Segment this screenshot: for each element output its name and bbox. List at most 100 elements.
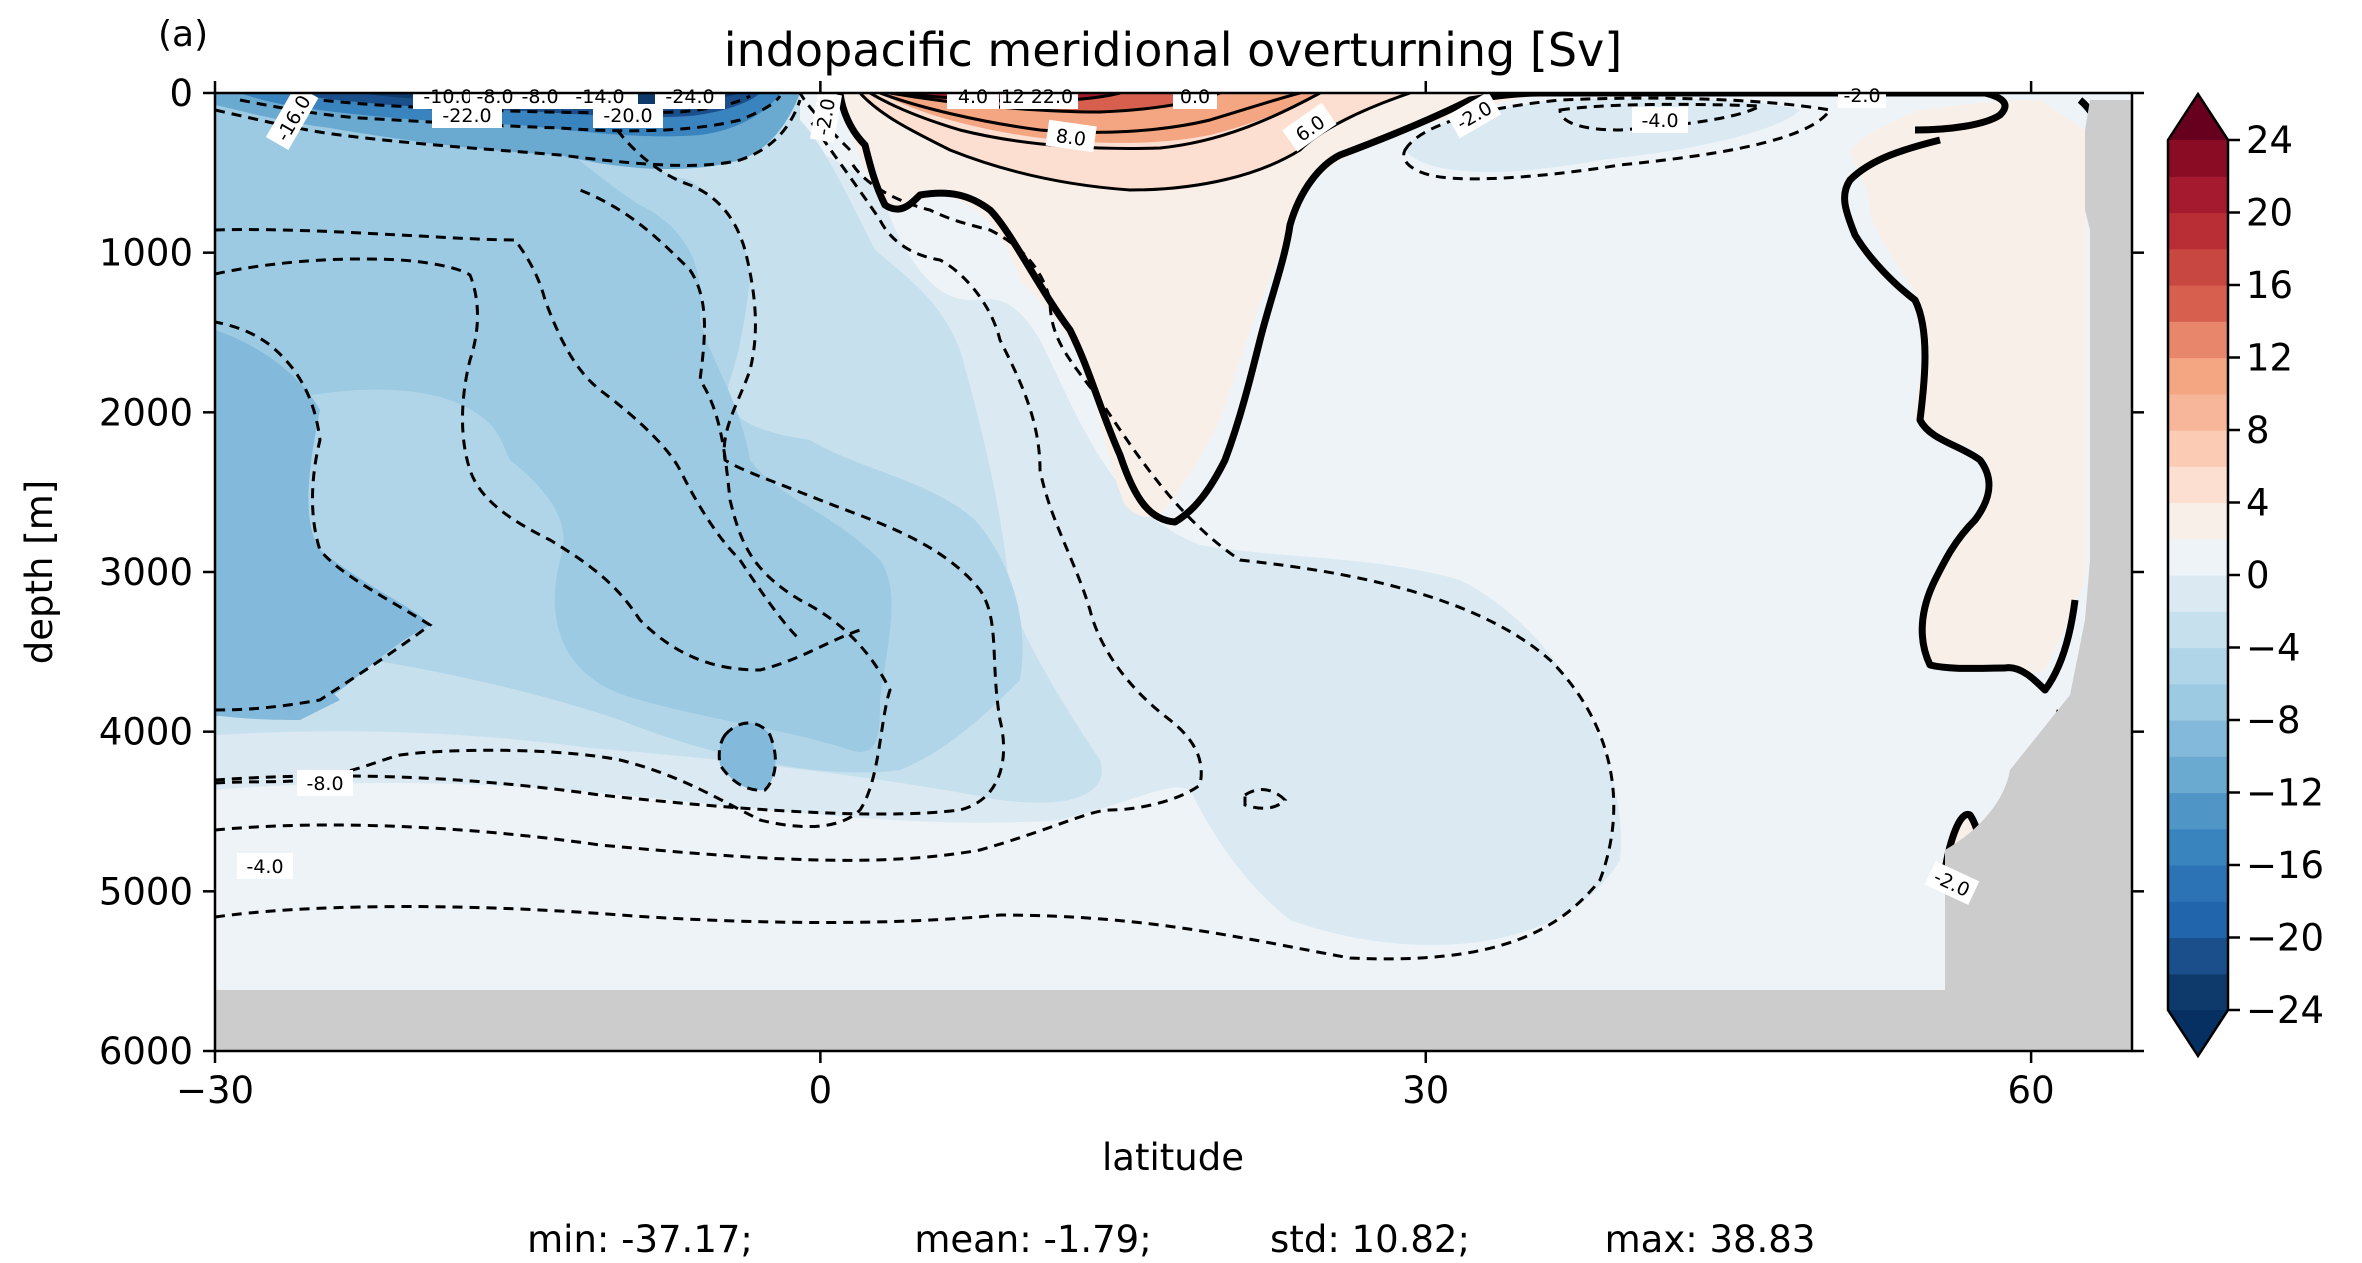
contour-north-minus-2 bbox=[1402, 96, 1833, 181]
colorbar-tick-label: −8 bbox=[2246, 699, 2301, 742]
colorbar-extend-over bbox=[2168, 94, 2228, 140]
contour-label: 4.0 bbox=[958, 86, 988, 108]
y-tick-label: 4000 bbox=[99, 711, 193, 754]
contour-label: -24.0 bbox=[665, 86, 714, 108]
colorbar-segment bbox=[2168, 720, 2228, 757]
positive-cell-zero bbox=[840, 93, 1540, 517]
zero-contour-main bbox=[836, 93, 1541, 526]
colorbar-segment bbox=[2168, 321, 2228, 359]
colorbar-segment bbox=[2168, 756, 2228, 794]
contour-minus-2 bbox=[215, 159, 1616, 961]
colorbar: 24 20 16 12 8 4 0 −4 −8 −12 −16 −20 −24 bbox=[2166, 91, 2324, 1059]
stat-max: max: 38.83 bbox=[1605, 1218, 1816, 1261]
contour-north-minus-4 bbox=[1558, 102, 1766, 132]
colorbar-segment bbox=[2168, 937, 2228, 975]
stat-min: min: -37.17; bbox=[527, 1218, 753, 1261]
stat-mean: mean: -1.79; bbox=[914, 1218, 1151, 1261]
x-tick-label: 30 bbox=[1402, 1069, 1449, 1112]
colorbar-tick-label: 8 bbox=[2246, 409, 2270, 452]
colorbar-segment bbox=[2168, 575, 2228, 612]
colorbar-segment bbox=[2168, 176, 2228, 214]
colorbar-tick-label: 12 bbox=[2246, 337, 2293, 380]
y-tick-label: 3000 bbox=[99, 551, 193, 594]
contour-surface-1 bbox=[215, 99, 802, 167]
colorbar-segment bbox=[2168, 357, 2228, 395]
contour-label: -14.0 bbox=[575, 86, 624, 108]
contour-label: -22.0 bbox=[442, 105, 491, 127]
colorbar-segment bbox=[2168, 611, 2228, 649]
contour-minus-14-blob bbox=[717, 721, 777, 792]
colorbar-tick-label: 4 bbox=[2246, 482, 2270, 525]
contour-label: -4.0 bbox=[246, 856, 283, 878]
colorbar-tick-label: −16 bbox=[2246, 844, 2324, 887]
colorbar-tick-label: 16 bbox=[2246, 264, 2293, 307]
contour-minus-12 bbox=[215, 228, 802, 642]
colorbar-segment bbox=[2168, 285, 2228, 322]
contour-label: -4.0 bbox=[1641, 110, 1678, 132]
colorbar-segment bbox=[2168, 502, 2228, 540]
band-minus-12-blob bbox=[719, 722, 776, 791]
contour-label: -8.0 bbox=[476, 86, 513, 108]
contour-label: 22.0 bbox=[1031, 86, 1073, 108]
colorbar-segment bbox=[2168, 973, 2228, 1011]
colorbar-tick-label: 20 bbox=[2246, 192, 2293, 235]
colorbar-segment bbox=[2168, 140, 2228, 177]
contour-minus-10 bbox=[215, 257, 861, 672]
zero-contour-north bbox=[1841, 136, 2079, 694]
contour-surface-3 bbox=[289, 94, 751, 115]
colorbar-tick-label: −24 bbox=[2246, 989, 2324, 1032]
contour-minus-8 bbox=[215, 188, 892, 828]
x-axis: −30 0 30 60 bbox=[176, 81, 2055, 1112]
contour-label: -8.0 bbox=[306, 773, 343, 795]
colorbar-segment bbox=[2168, 865, 2228, 902]
y-tick-label: 5000 bbox=[99, 870, 193, 913]
contour-minus-14 bbox=[215, 320, 433, 712]
colorbar-segment bbox=[2168, 683, 2228, 721]
negative-contours bbox=[215, 93, 1833, 961]
colorbar-tick-label: 0 bbox=[2246, 554, 2270, 597]
y-axis-label: depth [m] bbox=[18, 480, 61, 664]
band-minus-12-west bbox=[215, 330, 430, 716]
zero-contour-north-top bbox=[1540, 93, 2009, 134]
panel-label: (a) bbox=[158, 14, 208, 55]
y-tick-label: 1000 bbox=[99, 232, 193, 275]
colorbar-segment bbox=[2168, 212, 2228, 250]
y-axis: 0 1000 2000 3000 4000 5000 6000 bbox=[99, 72, 2144, 1073]
colorbar-segment bbox=[2168, 828, 2228, 866]
colorbar-extend-under bbox=[2168, 1010, 2228, 1056]
north-positive-cell bbox=[1850, 100, 2085, 673]
contour-plus-6 bbox=[879, 93, 1301, 134]
y-tick-label: 6000 bbox=[99, 1030, 193, 1073]
colorbar-segment bbox=[2168, 466, 2228, 504]
contour-label: -20.0 bbox=[603, 105, 652, 127]
x-tick-label: −30 bbox=[176, 1069, 254, 1112]
colorbar-segment bbox=[2168, 430, 2228, 467]
contour-minus-2-small bbox=[1243, 788, 1288, 810]
x-tick-label: 60 bbox=[2008, 1069, 2055, 1112]
x-axis-label: latitude bbox=[1102, 1136, 1244, 1179]
colorbar-segment bbox=[2168, 792, 2228, 830]
colorbar-tick-label: 24 bbox=[2246, 119, 2293, 162]
stat-std: std: 10.82; bbox=[1270, 1218, 1470, 1261]
contour-label: 0.0 bbox=[1180, 86, 1210, 108]
x-tick-label: 0 bbox=[809, 1069, 833, 1112]
colorbar-segment bbox=[2168, 393, 2228, 431]
colorbar-segment bbox=[2168, 901, 2228, 939]
contour-label: -10.0 bbox=[423, 86, 472, 108]
y-tick-label: 0 bbox=[169, 72, 193, 115]
colorbar-tick-label: −20 bbox=[2246, 917, 2324, 960]
colorbar-segment bbox=[2168, 538, 2228, 576]
contour-label: 8.0 bbox=[1054, 125, 1087, 151]
contour-surface-2 bbox=[239, 95, 782, 133]
band-minus-4-north bbox=[1405, 98, 1800, 172]
contour-field bbox=[215, 93, 2132, 1051]
contour-label: -8.0 bbox=[521, 86, 558, 108]
colorbar-tick-label: −12 bbox=[2246, 772, 2324, 815]
colorbar-tick-label: −4 bbox=[2246, 627, 2301, 670]
y-tick-label: 2000 bbox=[99, 391, 193, 434]
contour-minus-4 bbox=[215, 119, 1203, 862]
chart-title: indopacific meridional overturning [Sv] bbox=[724, 23, 1622, 77]
contour-label: -2.0 bbox=[1843, 85, 1880, 107]
contour-label-layer: -16.0 -10.0 -8.0 -8.0 -14.0 -24.0 -22.0 … bbox=[237, 84, 1980, 905]
band-minus-10 bbox=[215, 93, 892, 752]
